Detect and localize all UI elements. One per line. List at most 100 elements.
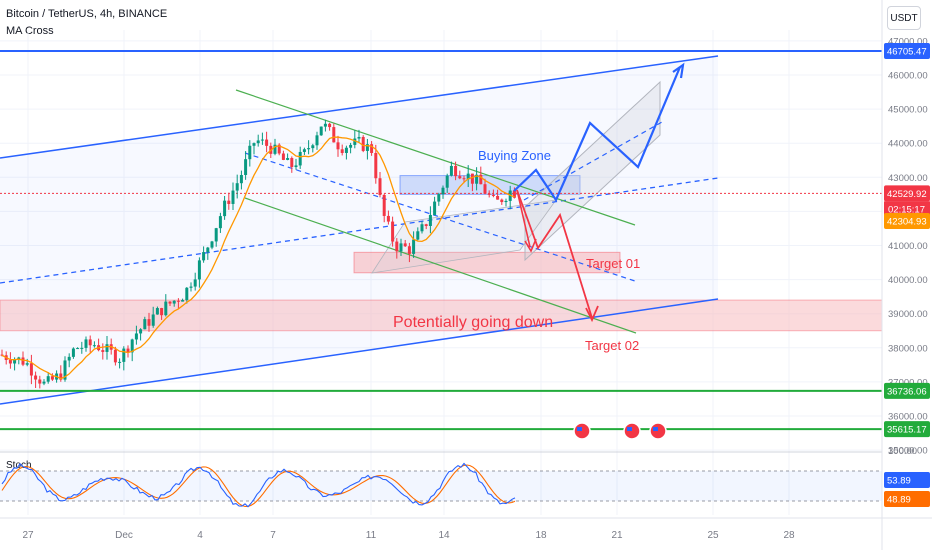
candle-body — [428, 214, 432, 226]
stoch-d-tag-bg — [884, 491, 930, 507]
price-tick: 44000.00 — [888, 139, 928, 150]
candle-body — [143, 319, 147, 330]
price-tick: 41000.00 — [888, 241, 928, 252]
buying-zone-label: Buying Zone — [478, 148, 551, 163]
target-02-label: Target 02 — [585, 338, 639, 353]
candle-body — [50, 376, 54, 380]
candle-body — [214, 228, 218, 242]
bullish-projection — [513, 66, 682, 203]
price-tag: 42529.92 — [887, 189, 927, 200]
candle-body — [113, 349, 117, 363]
price-tick: 46000.00 — [888, 71, 928, 82]
candle-body — [487, 193, 491, 195]
candle-body — [84, 339, 88, 348]
candle-body — [365, 144, 369, 151]
candle-body — [130, 339, 134, 353]
candle-body — [76, 348, 80, 350]
moving-average-line — [1, 136, 515, 380]
candle-body — [265, 139, 269, 146]
candle-body — [227, 200, 231, 204]
countdown-bg — [884, 201, 930, 217]
candle-body — [311, 145, 315, 149]
candle-body — [454, 165, 458, 177]
stoch-k-tag-bg — [884, 472, 930, 488]
currency-button[interactable]: USDT — [887, 6, 921, 30]
stoch-k-line — [1, 462, 516, 508]
us-flag-canton — [577, 427, 582, 431]
time-axis[interactable]: 27 Dec 4 7 11 14 18 21 25 28 — [0, 517, 932, 541]
candle-body — [512, 190, 516, 198]
price-tags: 46705.47 42529.92 02:15:17 42304.93 36736.06… — [884, 42, 930, 507]
green-mid-dashed — [244, 152, 639, 283]
candle-body — [286, 158, 290, 160]
candle-body — [88, 339, 92, 346]
indicator-label[interactable]: MA Cross — [6, 25, 54, 37]
candle-body — [160, 308, 164, 316]
price-tick: 35000.00 — [888, 446, 928, 457]
candle-body — [80, 347, 84, 349]
candles — [0, 119, 516, 389]
candle-body — [353, 138, 357, 145]
time-tick: 4 — [197, 530, 203, 541]
price-tag: 42304.93 — [887, 217, 927, 228]
candle-body — [500, 199, 504, 203]
price-tag-bg — [884, 213, 930, 230]
chart-symbol-title[interactable]: Bitcoin / TetherUS, 4h, BINANCE — [6, 8, 168, 20]
time-tick: 7 — [270, 530, 276, 541]
candle-body — [412, 239, 416, 254]
price-tick: 39000.00 — [888, 309, 928, 320]
candle-body — [437, 194, 441, 202]
channel-mid-line — [0, 177, 719, 284]
time-tick: 21 — [611, 530, 623, 541]
candle-body — [176, 300, 180, 302]
candle-body — [239, 175, 243, 184]
candle-body — [332, 127, 336, 143]
candle-body — [168, 301, 172, 304]
candle-body — [25, 363, 29, 365]
time-tick: 11 — [366, 530, 377, 541]
candle-body — [260, 139, 264, 141]
price-tick: 37000.00 — [888, 377, 928, 388]
projection-arrows — [513, 62, 685, 323]
candle-body — [424, 224, 428, 226]
candle-body — [458, 176, 462, 179]
candle-body — [307, 148, 311, 150]
candle-body — [0, 354, 4, 356]
candle-body — [67, 356, 71, 361]
candle-body — [323, 123, 327, 127]
price-axis[interactable]: 35000.00 36000.00 37000.00 38000.00 39000.00… — [881, 0, 928, 550]
time-tick: 14 — [438, 530, 450, 541]
candle-body — [92, 345, 96, 347]
candle-body — [147, 319, 151, 326]
candle-body — [197, 260, 201, 280]
price-tag-bg — [884, 382, 930, 399]
target-02-zone — [0, 299, 883, 332]
price-tick: 47000.00 — [888, 36, 928, 47]
candle-body — [256, 140, 260, 144]
time-tick: Dec — [115, 530, 133, 541]
candle-body — [445, 175, 449, 188]
candle-body — [391, 221, 395, 242]
candle-body — [441, 187, 445, 195]
candle-body — [281, 153, 285, 160]
candle-body — [290, 158, 294, 168]
candle-body — [59, 373, 63, 380]
candle-body — [361, 136, 365, 151]
economic-events[interactable] — [573, 422, 667, 440]
candle-body — [8, 359, 12, 364]
candle-body — [181, 300, 185, 302]
price-tag: 46705.47 — [887, 46, 927, 57]
candle-body — [29, 363, 33, 376]
candle-body — [302, 149, 306, 152]
candle-body — [395, 241, 399, 252]
candle-body — [315, 135, 319, 146]
candle-body — [134, 333, 138, 340]
channel-top-line — [0, 55, 719, 159]
annotation-labels: Buying Zone Target 01 Target 02 Potentia… — [393, 148, 640, 353]
candle-body — [71, 348, 75, 357]
candle-body — [298, 151, 302, 166]
candle-body — [378, 178, 382, 195]
bearish-first-leg — [516, 189, 531, 248]
stochastic-pane: Stoch — [0, 451, 882, 508]
